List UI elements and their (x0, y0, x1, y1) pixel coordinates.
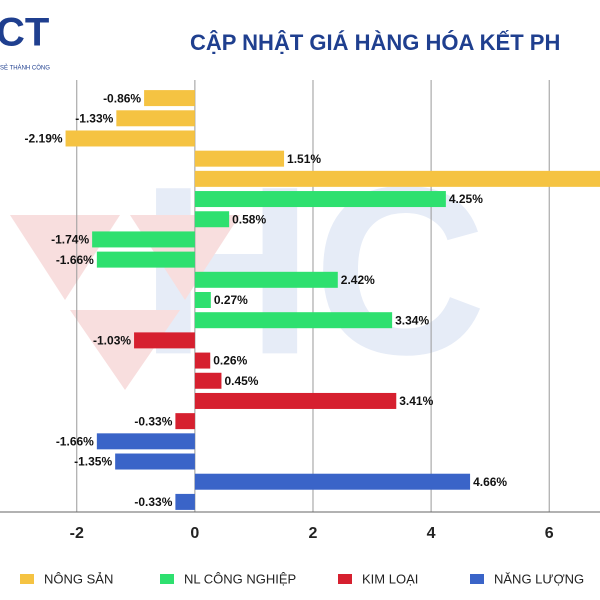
bar (194, 312, 393, 329)
bar (115, 453, 195, 470)
value-label: 2.42% (341, 273, 375, 287)
bar (96, 433, 195, 450)
bar (116, 110, 195, 127)
value-label: -0.33% (134, 495, 172, 509)
value-label: -1.66% (56, 435, 94, 449)
value-label: 0.26% (213, 354, 247, 368)
x-tick-label: 6 (545, 525, 554, 542)
bar (194, 352, 211, 369)
watermark-shape (70, 310, 180, 390)
legend-label: NL CÔNG NGHIỆP (184, 571, 296, 586)
bar (175, 493, 195, 510)
bar (65, 130, 195, 147)
chart-title: CẬP NHẬT GIÁ HÀNG HÓA KẾT PH (190, 30, 560, 55)
value-label: -1.35% (74, 455, 112, 469)
legend-swatch (470, 574, 484, 584)
value-label: -0.86% (103, 91, 141, 105)
value-label: -1.03% (93, 334, 131, 348)
bar (194, 150, 285, 167)
value-label: 4.25% (449, 192, 483, 206)
value-label: 0.45% (224, 374, 258, 388)
bar (134, 332, 195, 349)
value-label: -1.74% (51, 233, 89, 247)
legend-label: NĂNG LƯỢNG (494, 571, 584, 586)
bar (194, 392, 397, 409)
x-tick-label: 2 (309, 525, 318, 542)
value-label: 0.58% (232, 212, 266, 226)
legend-swatch (20, 574, 34, 584)
value-label: -1.33% (75, 111, 113, 125)
bar (194, 271, 338, 288)
logo: CT (0, 11, 49, 55)
bar (194, 191, 446, 208)
value-label: 1.51% (287, 152, 321, 166)
legend-label: KIM LOẠI (362, 571, 418, 586)
value-label: 3.34% (395, 313, 429, 327)
legend-swatch (338, 574, 352, 584)
value-label: -1.66% (56, 253, 94, 267)
bar (194, 473, 471, 490)
logo-tagline: SẺ THÀNH CÔNG (0, 65, 50, 72)
x-tick-label: 4 (427, 525, 436, 542)
bar (96, 251, 195, 268)
x-tick-label: -2 (70, 525, 84, 542)
bar (175, 413, 195, 430)
legend-swatch (160, 574, 174, 584)
bar (92, 231, 195, 248)
value-label: -0.33% (134, 414, 172, 428)
value-label: 3.41% (399, 394, 433, 408)
value-label: 4.66% (473, 475, 507, 489)
bar (194, 292, 211, 308)
value-label: -2.19% (25, 132, 63, 146)
legend-label: NÔNG SẢN (44, 571, 113, 586)
bar (144, 90, 195, 107)
x-tick-label: 0 (190, 525, 199, 542)
value-label: 0.27% (214, 293, 248, 307)
bar (194, 211, 230, 228)
bar (194, 372, 222, 389)
bar (194, 170, 600, 187)
